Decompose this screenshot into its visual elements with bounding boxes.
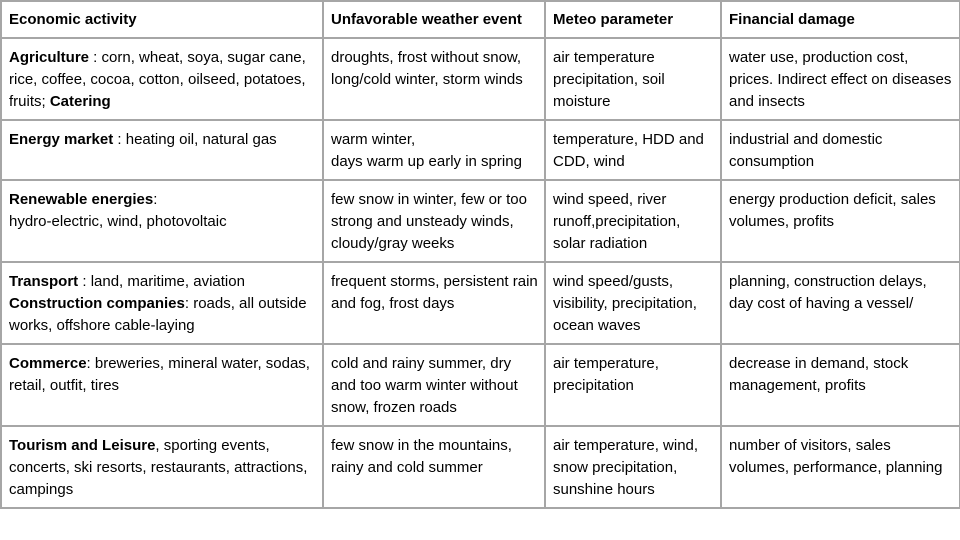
meteo-parameter-cell: wind speed/gusts, visibility, precipitat… xyxy=(544,261,722,345)
sector-name: Transport xyxy=(9,273,79,290)
meteo-parameter-cell: wind speed, river runoff,precipitation, … xyxy=(544,179,722,263)
sector-detail: : breweries, mineral water, sodas, retai… xyxy=(9,355,310,394)
financial-damage-cell: industrial and domestic consumption xyxy=(720,119,960,181)
meteo-parameter-cell: air temperature precipitation, soil mois… xyxy=(544,37,722,121)
header-financial-damage: Financial damage xyxy=(720,0,960,39)
sector-name: Energy market xyxy=(9,131,114,148)
financial-damage-cell: water use, production cost, prices. Indi… xyxy=(720,37,960,121)
financial-damage-cell: planning, construction delays, day cost … xyxy=(720,261,960,345)
table-row: Transport : land, maritime, aviation Cons… xyxy=(0,261,960,345)
sector-detail: : heating oil, natural gas xyxy=(113,131,277,148)
weather-event-cell: frequent storms, persistent rain and fog… xyxy=(322,261,546,345)
table-header-row: Economic activity Unfavorable weather ev… xyxy=(0,0,960,39)
weather-event-line: warm winter, xyxy=(331,131,416,148)
economic-activity-cell: Commerce: breweries, mineral water, soda… xyxy=(0,343,324,427)
sector-name: Agriculture xyxy=(9,49,90,66)
sector-name-secondary: Construction companies xyxy=(9,295,185,312)
sector-detail: , sporting events, concerts, ski resorts… xyxy=(9,437,308,498)
weather-risk-table: Economic activity Unfavorable weather ev… xyxy=(0,0,960,509)
weather-event-cell: droughts, frost without snow, long/cold … xyxy=(322,37,546,121)
sector-name-secondary: Catering xyxy=(49,93,111,110)
financial-damage-cell: energy production deficit, sales volumes… xyxy=(720,179,960,263)
economic-activity-cell: Agriculture : corn, wheat, soya, sugar c… xyxy=(0,37,324,121)
meteo-parameter-cell: temperature, HDD and CDD, wind xyxy=(544,119,722,181)
sector-name: Renewable energies xyxy=(9,191,154,208)
sector-name: Commerce xyxy=(9,355,87,372)
sector-detail: : xyxy=(153,191,158,208)
table-row: Energy market : heating oil, natural gas… xyxy=(0,119,960,181)
table-row: Agriculture : corn, wheat, soya, sugar c… xyxy=(0,37,960,121)
table-row: Tourism and Leisure, sporting events, co… xyxy=(0,425,960,509)
sector-name: Tourism and Leisure xyxy=(9,437,156,454)
sector-detail-secondary: : roads, all outside works, offshore cab… xyxy=(9,295,307,334)
weather-event-cell: few snow in winter, few or too strong an… xyxy=(322,179,546,263)
sector-detail: hydro-electric, wind, photovoltaic xyxy=(9,213,227,230)
economic-activity-cell: Transport : land, maritime, aviation Cons… xyxy=(0,261,324,345)
economic-activity-cell: Energy market : heating oil, natural gas xyxy=(0,119,324,181)
table-row: Commerce: breweries, mineral water, soda… xyxy=(0,343,960,427)
sector-detail: : corn, wheat, soya, sugar cane, rice, c… xyxy=(9,49,306,110)
meteo-parameter-cell: air temperature, precipitation xyxy=(544,343,722,427)
weather-event-cell: few snow in the mountains, rainy and col… xyxy=(322,425,546,509)
table-row: Renewable energies: hydro-electric, wind,… xyxy=(0,179,960,263)
economic-activity-cell: Renewable energies: hydro-electric, wind,… xyxy=(0,179,324,263)
header-meteo-parameter: Meteo parameter xyxy=(544,0,722,39)
header-economic-activity: Economic activity xyxy=(0,0,324,39)
economic-activity-cell: Tourism and Leisure, sporting events, co… xyxy=(0,425,324,509)
sector-detail: : land, maritime, aviation xyxy=(78,273,245,290)
weather-event-line: days warm up early in spring xyxy=(331,153,522,170)
weather-event-cell: warm winter, days warm up early in spring xyxy=(322,119,546,181)
weather-event-cell: cold and rainy summer, dry and too warm … xyxy=(322,343,546,427)
financial-damage-cell: number of visitors, sales volumes, perfo… xyxy=(720,425,960,509)
meteo-parameter-cell: air temperature, wind, snow precipitatio… xyxy=(544,425,722,509)
header-weather-event: Unfavorable weather event xyxy=(322,0,546,39)
financial-damage-cell: decrease in demand, stock management, pr… xyxy=(720,343,960,427)
